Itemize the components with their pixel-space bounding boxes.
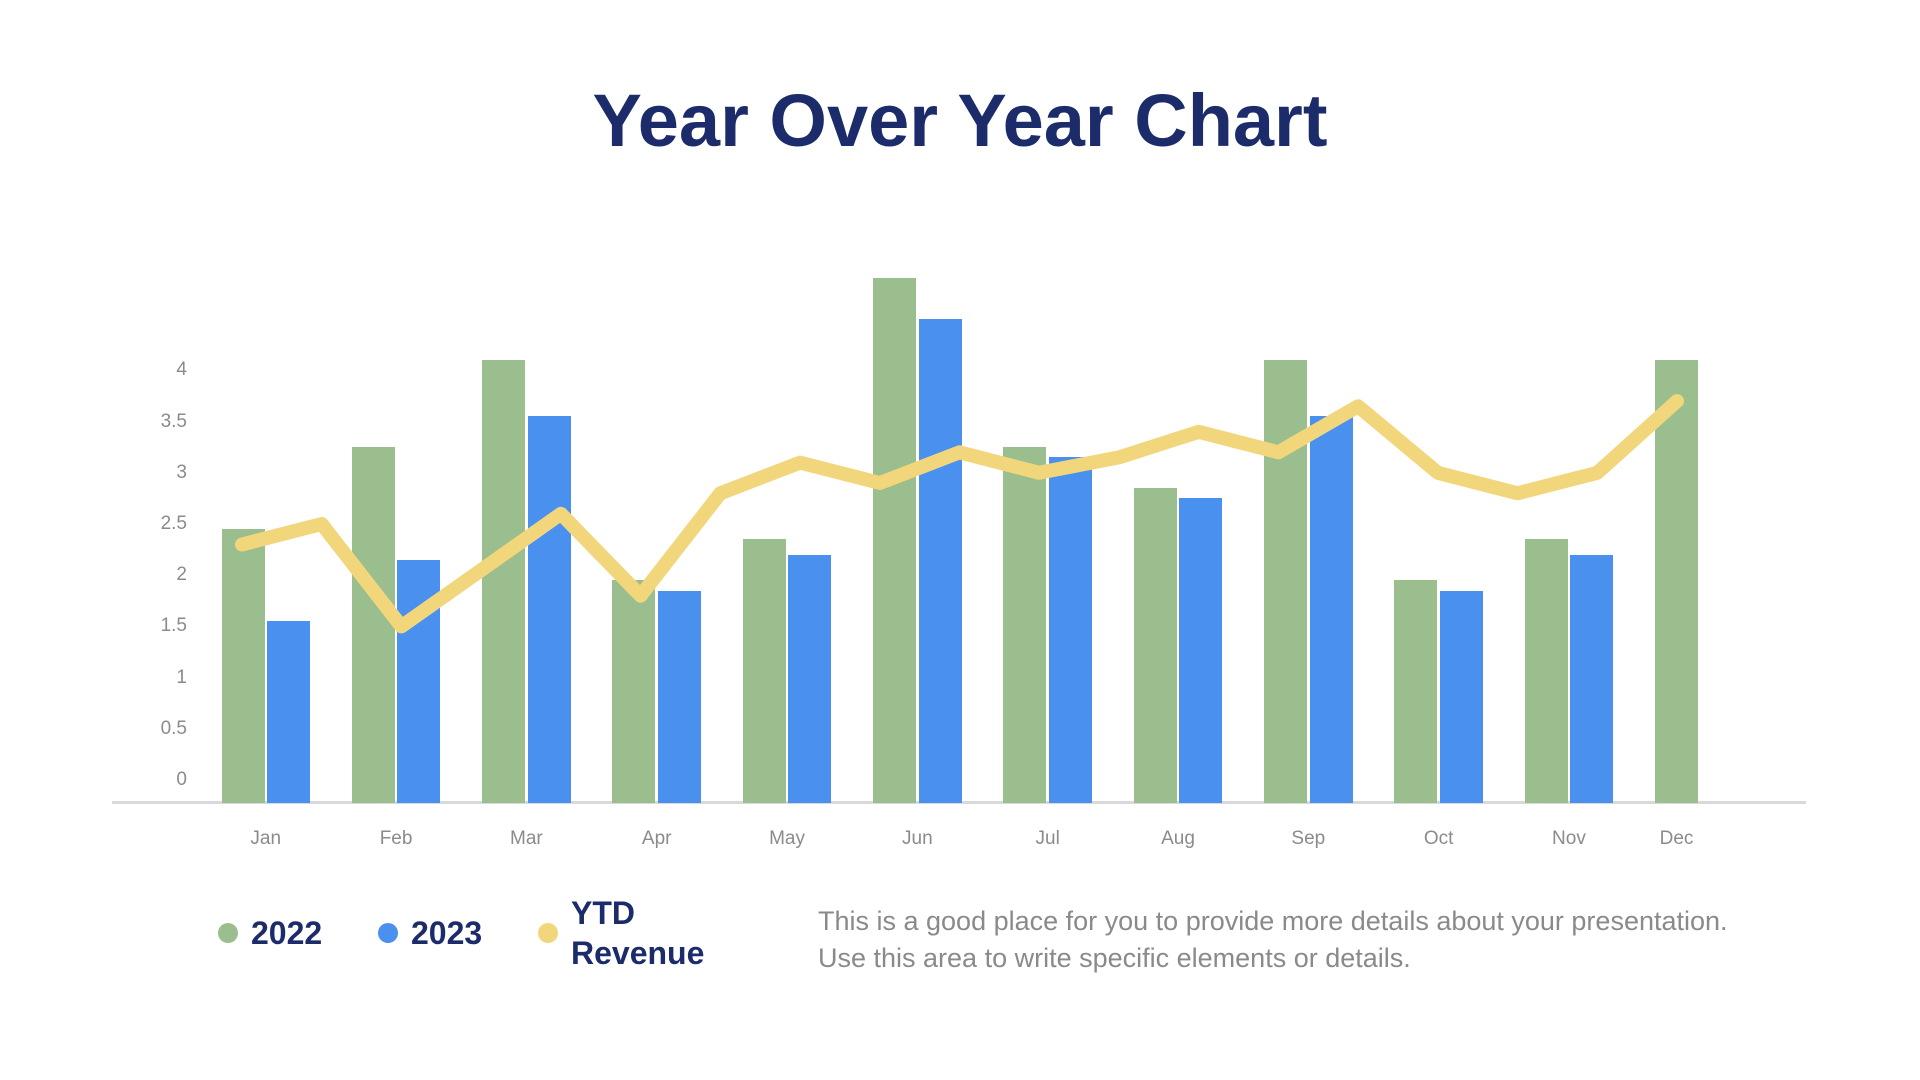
legend-item-ytd-revenue: YTD Revenue [538,895,704,971]
x-axis-label-Nov: Nov [1552,828,1586,849]
y-axis-label-2.5: 2.5 [160,513,187,534]
y-axis-label-2: 2 [176,564,187,586]
bar-2023-Jul [1048,457,1092,803]
y-axis-label-4: 4 [176,359,187,381]
x-axis-label-Aug: Aug [1161,828,1195,849]
bar-2023-Aug [1179,498,1223,803]
bar-2023-Jun [918,319,962,803]
y-axis-label-3.5: 3.5 [160,410,187,432]
description-line-1: This is a good place for you to provide … [818,906,1728,936]
legend-dot-2022-icon [218,923,238,943]
x-axis-label-Oct: Oct [1423,828,1454,849]
x-axis-label-May: May [769,828,805,849]
x-axis-label-Apr: Apr [641,828,672,849]
bar-2022-Apr [612,580,656,803]
bar-2022-Dec [1655,360,1699,803]
x-axis-label-Feb: Feb [379,828,413,849]
x-axis-label-Jul: Jul [1035,828,1060,849]
bar-2023-Mar [527,416,571,803]
legend-dot-2023-icon [378,923,398,943]
bar-2022-May [742,539,786,803]
bar-2023-Sep [1309,416,1353,803]
x-axis-label-Jun: Jun [902,828,933,849]
y-axis-label-1: 1 [176,666,187,688]
bar-2023-Apr [657,590,701,803]
x-axis-label-Sep: Sep [1291,828,1326,849]
bar-2023-Oct [1439,590,1483,803]
bar-2023-Feb [397,559,441,803]
y-axis-label-0.5: 0.5 [160,717,187,739]
bar-2022-Oct [1394,580,1438,803]
bar-2022-Aug [1133,488,1177,803]
y-axis-label-0: 0 [176,769,187,790]
bar-2022-Jul [1003,447,1047,803]
bar-2022-Feb [351,447,395,803]
legend-label-ytd-revenue: YTD Revenue [571,895,705,971]
bar-2022-Mar [482,360,526,803]
bar-2022-Sep [1264,360,1308,803]
legend-dot-ytd-revenue-icon [538,923,558,943]
legend-item-2022: 2022 [218,913,322,953]
bar-2022-Jan [221,529,265,803]
legend-item-2023: 2023 [378,913,482,953]
x-axis-label-Jan: Jan [250,828,282,849]
legend-label-2022: 2022 [251,915,323,951]
bar-2023-Nov [1570,554,1614,803]
page-title: Year Over Year Chart [592,79,1328,162]
bar-2022-Nov [1524,539,1568,803]
y-axis-label-1.5: 1.5 [160,615,187,637]
legend-label-2023: 2023 [411,915,483,951]
bar-2023-May [788,554,832,803]
description-text: This is a good place for you to provide … [818,903,1778,977]
x-axis-label-Mar: Mar [510,828,543,849]
bar-2023-Jan [267,621,310,803]
description-line-2: Use this area to write specific elements… [818,943,1411,973]
bar-2022-Jun [873,278,917,803]
x-axis-label-Dec: Dec [1659,828,1694,849]
y-axis-label-3: 3 [176,461,187,483]
